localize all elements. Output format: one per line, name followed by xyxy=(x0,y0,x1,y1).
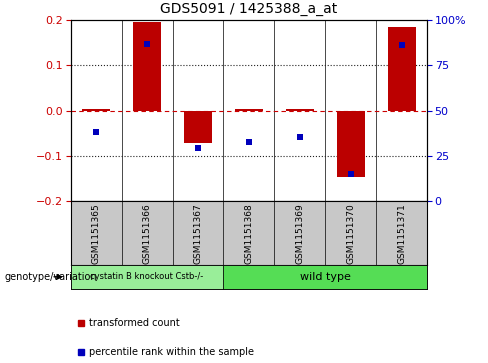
Text: transformed count: transformed count xyxy=(89,318,180,328)
Text: GSM1151367: GSM1151367 xyxy=(193,203,203,264)
Bar xyxy=(235,109,263,111)
Text: GSM1151370: GSM1151370 xyxy=(346,203,355,264)
Text: wild type: wild type xyxy=(300,272,351,282)
Bar xyxy=(337,111,365,176)
Bar xyxy=(224,265,427,289)
Text: cystatin B knockout Cstb-/-: cystatin B knockout Cstb-/- xyxy=(90,272,203,281)
Text: GSM1151371: GSM1151371 xyxy=(397,203,406,264)
Bar xyxy=(82,109,110,111)
Bar xyxy=(71,265,224,289)
Text: GSM1151366: GSM1151366 xyxy=(142,203,152,264)
Bar xyxy=(387,27,416,111)
Text: GSM1151368: GSM1151368 xyxy=(244,203,253,264)
Text: percentile rank within the sample: percentile rank within the sample xyxy=(89,347,254,357)
Bar xyxy=(286,109,314,111)
Bar xyxy=(184,111,212,143)
Title: GDS5091 / 1425388_a_at: GDS5091 / 1425388_a_at xyxy=(160,2,338,16)
Text: genotype/variation: genotype/variation xyxy=(5,272,98,282)
Text: GSM1151365: GSM1151365 xyxy=(92,203,101,264)
Text: GSM1151369: GSM1151369 xyxy=(295,203,305,264)
Bar xyxy=(133,22,161,111)
